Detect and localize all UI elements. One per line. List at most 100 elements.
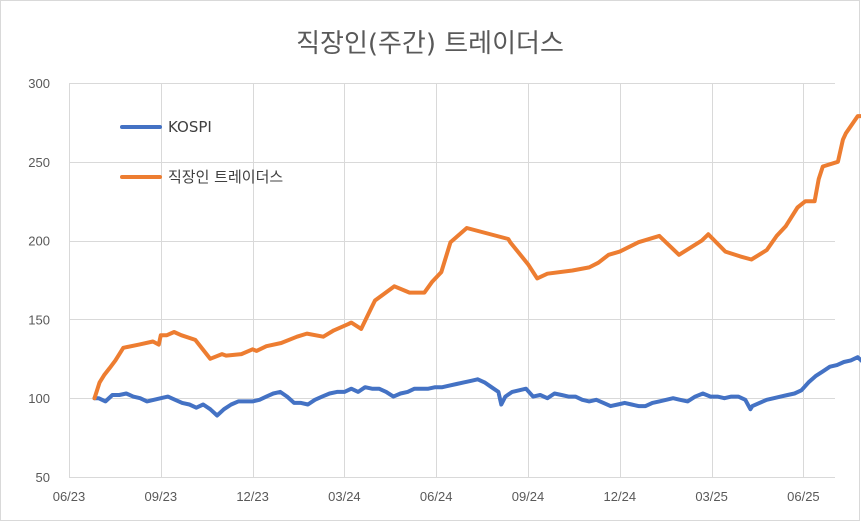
data-point xyxy=(363,385,367,389)
data-point xyxy=(842,360,846,364)
data-point xyxy=(786,393,790,397)
data-point xyxy=(496,390,500,394)
x-tick-label: 06/23 xyxy=(53,489,86,504)
data-point xyxy=(121,346,125,350)
data-point xyxy=(821,369,825,373)
data-point xyxy=(637,404,641,408)
data-point xyxy=(117,393,121,397)
data-point xyxy=(489,385,494,389)
y-axis-ticks: 50 100 150 200 250 300 xyxy=(28,76,50,485)
data-point xyxy=(165,333,169,337)
data-point xyxy=(278,390,282,394)
data-point xyxy=(391,395,395,399)
data-point xyxy=(637,240,641,244)
data-point xyxy=(708,395,713,399)
data-point xyxy=(370,387,374,391)
data-point xyxy=(623,401,627,405)
data-point xyxy=(799,388,804,392)
data-point xyxy=(222,407,226,411)
data-point xyxy=(320,395,324,399)
data-point xyxy=(844,131,848,135)
data-point xyxy=(757,401,762,405)
x-axis-ticks: 06/23 09/23 12/23 03/24 06/24 09/24 12/24 03/25… xyxy=(53,489,820,504)
data-point xyxy=(570,268,575,273)
x-tick-label: 12/24 xyxy=(604,489,637,504)
data-point xyxy=(775,234,779,238)
data-point xyxy=(159,333,163,337)
x-tick-label: 06/25 xyxy=(787,489,820,504)
y-tick-label: 200 xyxy=(28,234,50,249)
x-tick-label: 06/24 xyxy=(420,489,453,504)
data-point xyxy=(723,250,728,254)
data-point xyxy=(835,363,839,367)
data-point xyxy=(208,407,212,411)
data-point xyxy=(349,387,353,391)
data-point xyxy=(328,391,332,396)
data-point xyxy=(440,385,444,389)
data-point xyxy=(439,270,443,274)
y-tick-label: 100 xyxy=(28,391,50,406)
data-point xyxy=(447,384,452,388)
data-point xyxy=(193,338,197,342)
grid xyxy=(69,83,835,478)
data-point xyxy=(243,399,248,403)
data-point xyxy=(251,399,255,403)
data-point xyxy=(566,395,571,399)
data-point xyxy=(152,398,156,402)
data-point xyxy=(795,205,800,210)
data-point xyxy=(102,373,107,377)
data-point xyxy=(292,401,296,405)
data-point xyxy=(172,330,176,334)
data-point xyxy=(151,339,155,344)
data-point xyxy=(580,398,584,402)
data-point xyxy=(596,261,601,265)
data-point xyxy=(706,232,710,236)
data-point xyxy=(346,322,350,326)
y-tick-label: 300 xyxy=(28,76,50,91)
data-point xyxy=(254,349,259,353)
data-point xyxy=(97,396,101,400)
data-point xyxy=(271,391,275,396)
data-point xyxy=(792,391,797,396)
data-point xyxy=(650,401,655,405)
data-point xyxy=(616,402,620,407)
data-point xyxy=(369,306,373,310)
chart-title: 직장인(주간) 트레이더스 xyxy=(296,29,564,59)
data-point xyxy=(179,333,183,337)
data-point xyxy=(531,395,535,399)
data-point xyxy=(305,332,309,336)
data-point xyxy=(159,396,163,400)
data-point xyxy=(657,399,661,403)
data-point xyxy=(264,344,268,348)
data-point xyxy=(433,385,437,389)
data-point xyxy=(657,234,661,238)
data-point xyxy=(587,265,591,269)
data-point xyxy=(92,396,97,400)
data-point xyxy=(124,391,128,396)
data-point xyxy=(426,387,430,391)
data-point xyxy=(538,393,542,397)
x-tick-label: 09/23 xyxy=(145,489,178,504)
data-point xyxy=(113,358,117,362)
data-point xyxy=(422,291,426,295)
data-point xyxy=(508,240,512,244)
data-point xyxy=(404,289,408,293)
y-tick-label: 150 xyxy=(28,312,50,327)
series-line xyxy=(92,114,861,401)
data-point xyxy=(609,404,613,408)
data-point xyxy=(257,398,262,402)
data-point xyxy=(499,402,503,407)
data-point xyxy=(285,395,289,399)
data-point xyxy=(236,399,240,403)
data-point xyxy=(384,390,388,394)
y-tick-label: 50 xyxy=(36,470,50,485)
data-point xyxy=(349,321,353,325)
data-point xyxy=(138,396,142,400)
data-point xyxy=(686,399,690,403)
data-point xyxy=(587,399,591,403)
data-point xyxy=(607,253,611,257)
data-point xyxy=(701,391,705,396)
data-point xyxy=(765,398,769,402)
data-point xyxy=(779,395,783,399)
data-point xyxy=(359,327,363,331)
